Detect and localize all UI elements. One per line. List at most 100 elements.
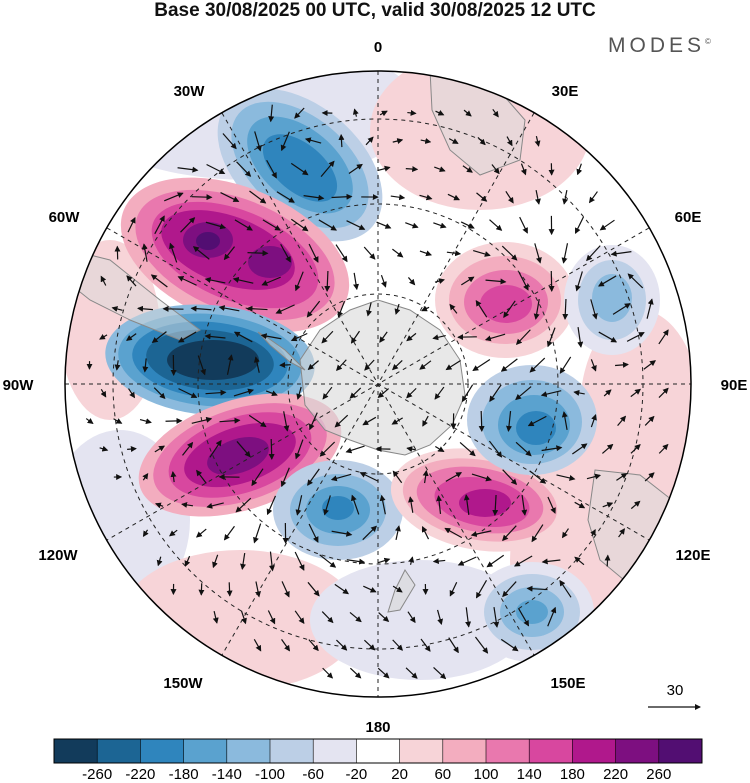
wind-arrow	[363, 639, 376, 651]
wind-arrow	[196, 469, 207, 484]
colorbar-swatch	[615, 739, 660, 763]
wind-arrow	[559, 579, 572, 598]
wind-arrow	[475, 580, 488, 599]
colorbar-swatch	[486, 739, 530, 763]
lon-label-30w: 30W	[174, 83, 206, 100]
negative-anomaly-150e	[470, 562, 594, 662]
wind-arrow	[205, 221, 227, 230]
negative-anomaly-100e	[467, 365, 597, 475]
wind-arrow	[521, 495, 528, 516]
wind-arrow	[489, 219, 503, 231]
wind-arrow	[321, 330, 334, 344]
wind-arrow	[142, 472, 149, 481]
wind-arrow	[226, 354, 234, 375]
wind-arrow	[392, 248, 404, 258]
wind-arrow	[561, 411, 568, 430]
wind-arrow	[488, 440, 503, 458]
wind-arrow	[644, 415, 655, 426]
wind-arrow	[290, 162, 309, 176]
wind-arrow	[419, 250, 433, 257]
wind-arrow	[540, 390, 562, 398]
wind-arrow	[351, 494, 360, 515]
wind-arrow	[234, 219, 253, 231]
wind-arrow	[376, 221, 392, 229]
wind-arrow	[603, 389, 612, 397]
wind-arrow	[529, 357, 546, 373]
wind-arrow	[484, 333, 506, 342]
negative-anomaly-70e	[564, 245, 660, 355]
wind-arrow	[408, 496, 414, 513]
wind-arrow	[275, 304, 295, 314]
antarctica-landmass	[299, 299, 466, 456]
wind-arrow	[377, 667, 390, 679]
wind-arrow	[517, 608, 530, 627]
wind-arrow	[204, 333, 226, 340]
wind-arrow	[445, 472, 463, 482]
wind-arrow	[599, 219, 615, 231]
wind-arrow	[432, 558, 446, 565]
wind-arrow	[226, 582, 233, 597]
wind-arrow	[365, 136, 374, 146]
wind-arrow	[307, 468, 320, 486]
wind-arrow	[142, 529, 149, 538]
wind-arrow	[617, 415, 627, 426]
wind-arrow	[419, 360, 432, 370]
wind-arrow	[492, 494, 499, 516]
lon-label-60w: 60W	[49, 209, 81, 226]
wind-arrow	[515, 441, 532, 457]
wind-arrow	[345, 445, 365, 454]
wind-arrow	[85, 418, 94, 425]
lon-label-60e: 60E	[675, 209, 702, 226]
wind-arrow	[626, 332, 645, 342]
wind-arrow	[268, 104, 275, 123]
wind-arrow	[197, 355, 206, 376]
wind-arrow	[246, 305, 268, 312]
colorbar-swatch	[313, 739, 357, 763]
colorbar-swatch	[442, 739, 487, 763]
wind-arrow	[461, 384, 474, 403]
wind-arrow	[111, 306, 123, 312]
wind-arrow	[577, 327, 584, 348]
wind-arrow	[448, 637, 459, 654]
wind-arrow	[502, 581, 517, 598]
wind-arrow	[296, 386, 303, 400]
wind-arrow	[206, 502, 224, 509]
wind-arrow	[436, 495, 443, 514]
wind-arrow	[321, 611, 334, 624]
wind-arrow	[362, 525, 377, 541]
wind-arrow	[520, 163, 527, 176]
wind-arrow	[294, 610, 305, 625]
wind-arrow	[177, 166, 199, 173]
wind-arrow	[294, 439, 304, 460]
wind-arrow	[575, 271, 583, 292]
wind-arrow	[153, 387, 166, 400]
wind-arrow	[353, 272, 359, 291]
wind-arrow	[281, 639, 291, 652]
wind-arrow	[394, 525, 401, 541]
wind-arrow	[335, 244, 348, 263]
wind-arrow	[266, 159, 277, 179]
wind-arrow	[331, 193, 353, 200]
wind-arrow	[462, 165, 473, 173]
wind-arrow	[99, 445, 109, 452]
wind-arrow	[205, 389, 227, 396]
wind-arrow	[233, 331, 253, 343]
wind-arrow	[170, 470, 177, 483]
reference-vector: 30	[648, 682, 701, 710]
wind-arrow	[503, 300, 516, 319]
reference-vector-label: 30	[667, 682, 684, 699]
wind-arrow	[461, 276, 475, 286]
wind-arrow	[236, 161, 252, 177]
colorbar-swatch	[399, 739, 444, 763]
wind-arrow	[192, 246, 210, 260]
wind-arrow	[295, 495, 303, 516]
wind-arrow	[505, 190, 514, 204]
wind-arrow	[644, 472, 655, 482]
wind-arrow	[534, 190, 541, 205]
wind-arrow	[218, 305, 240, 312]
wind-arrow	[209, 439, 222, 458]
wind-arrow	[126, 333, 137, 341]
wind-arrow	[126, 275, 137, 287]
wind-arrow	[253, 639, 262, 652]
